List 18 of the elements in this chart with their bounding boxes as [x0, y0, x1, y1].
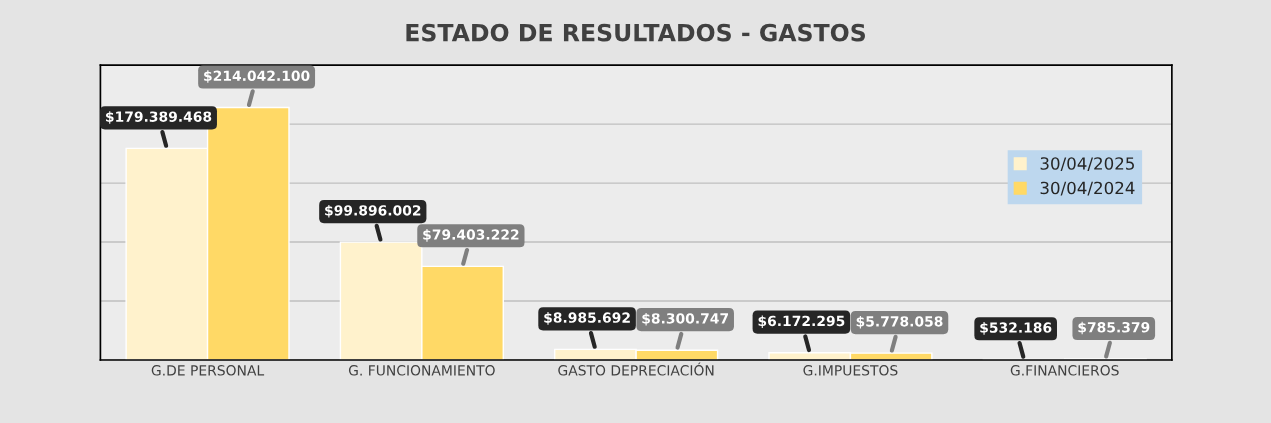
data-label: $6.172.295: [758, 315, 845, 329]
x-tick-label: G.IMPUESTOS: [803, 365, 898, 376]
legend-label: 30/04/2024: [1040, 181, 1135, 196]
data-label: $8.300.747: [642, 312, 729, 326]
x-tick-label: G.DE PERSONAL: [151, 365, 265, 376]
data-label: $179.389.468: [106, 111, 212, 124]
data-label: $79.403.222: [423, 229, 519, 242]
data-label: $5.778.058: [856, 315, 943, 329]
data-label: $532.186: [980, 322, 1052, 335]
data-label: $99.896.002: [325, 204, 421, 218]
data-label: $214.042.100: [204, 70, 310, 83]
x-tick-label: GASTO DEPRECIACIÓN: [558, 362, 714, 376]
chart-title: ESTADO DE RESULTADOS - GASTOS: [406, 23, 865, 42]
x-tick-label: G.FINANCIEROS: [1010, 365, 1119, 376]
legend-label: 30/04/2025: [1040, 157, 1134, 172]
data-label: $785.379: [1078, 321, 1150, 335]
data-label: $8.985.692: [544, 312, 630, 325]
x-tick-label: G. FUNCIONAMIENTO: [348, 365, 495, 376]
